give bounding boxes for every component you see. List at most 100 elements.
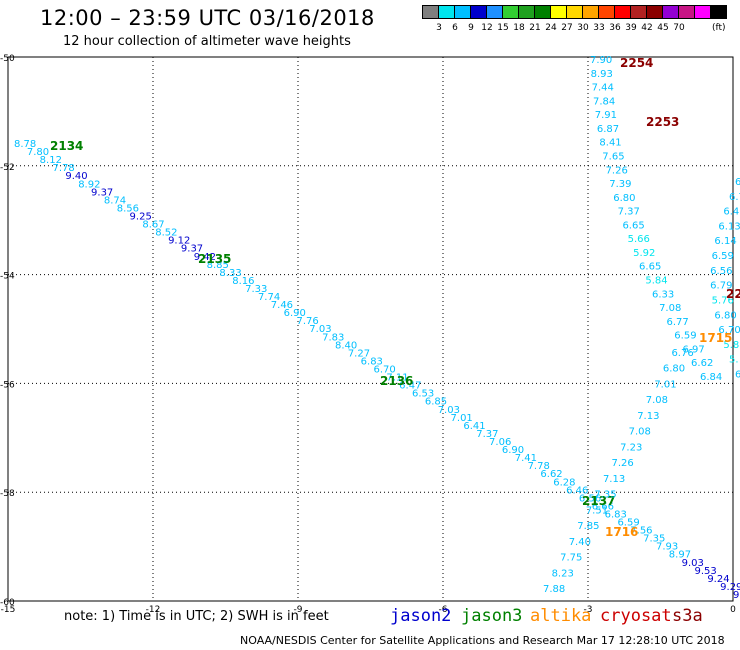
color-scale-label: 15 xyxy=(497,23,509,33)
lat-tick-label: -52 xyxy=(0,163,15,173)
wave-height-value: 6.65 xyxy=(622,220,644,231)
wave-height-value: 9.53 xyxy=(694,566,716,577)
color-scale-label: 27 xyxy=(561,23,573,33)
wave-height-value: 6.62 xyxy=(691,358,713,369)
wave-height-value: 7.03 xyxy=(309,324,331,335)
wave-height-value: 6.80 xyxy=(714,310,736,321)
wave-height-value: 6.56 xyxy=(579,493,601,504)
wave-height-value: 7.90 xyxy=(590,55,612,66)
wave-height-value: 8.97 xyxy=(669,550,691,561)
wave-height-value: 9.12 xyxy=(168,236,190,247)
satellite-legend-jason2: jason2 xyxy=(390,606,452,626)
wave-height-value: 7.13 xyxy=(603,474,625,485)
color-scale-label: 24 xyxy=(545,23,557,33)
wave-height-value: 6.80 xyxy=(663,364,685,375)
wave-height-value: 7.84 xyxy=(593,96,615,107)
wave-height-value: 6.90 xyxy=(502,445,524,456)
wave-height-value: 9.25 xyxy=(130,211,152,222)
lat-tick-label: -56 xyxy=(0,380,15,390)
wave-height-value: 6.46 xyxy=(723,207,740,218)
wave-height-value: 7.11 xyxy=(386,373,408,384)
map-frame xyxy=(7,56,734,602)
wave-height-value: 7.40 xyxy=(569,537,591,548)
wave-height-value: 7.08 xyxy=(629,427,651,438)
wave-height-value: 6.66 xyxy=(592,501,614,512)
lat-tick-label: -50 xyxy=(0,54,15,64)
lon-tick-label: -9 xyxy=(294,605,303,615)
wave-height-value: 5.66 xyxy=(628,234,650,245)
color-scale-label: 6 xyxy=(452,23,458,33)
wave-height-value: 6.79 xyxy=(710,281,732,292)
wave-height-value: 7.65 xyxy=(602,151,624,162)
wave-height-value: 9.24 xyxy=(707,574,729,585)
wave-height-value: 7.39 xyxy=(609,179,631,190)
wave-height-value: 8.33 xyxy=(219,268,241,279)
pass-time-label: 1715 xyxy=(699,331,732,345)
wave-height-value: 6.85 xyxy=(425,397,447,408)
wave-height-value: 6.33 xyxy=(652,289,674,300)
wave-height-value: 6.53 xyxy=(412,389,434,400)
wave-height-value: 9.37 xyxy=(181,244,203,255)
wave-height-value: 7.23 xyxy=(620,442,642,453)
lon-tick-label: -12 xyxy=(146,605,161,615)
wave-height-value: 6.84 xyxy=(700,372,722,383)
wave-height-value: 5.8 xyxy=(723,340,739,351)
pass-time-label: 22 xyxy=(726,287,740,301)
wave-height-value: 7.51 xyxy=(586,505,608,516)
wave-height-value: 7.08 xyxy=(659,303,681,314)
wave-height-value: 8.74 xyxy=(104,195,126,206)
wave-height-value: 6.14 xyxy=(714,236,736,247)
wave-height-value: 7.26 xyxy=(612,458,634,469)
color-scale-label: 12 xyxy=(481,23,493,33)
lon-tick-label: 0 xyxy=(730,605,736,615)
wave-height-value: 7.56 xyxy=(630,526,652,537)
color-scale-label: 21 xyxy=(529,23,541,33)
wave-height-value: 8.52 xyxy=(155,228,177,239)
wave-height-value: 7.01 xyxy=(451,413,473,424)
wave-height-value: 7.35 xyxy=(643,534,665,545)
wave-height-value: 7.91 xyxy=(595,110,617,121)
wave-height-value: 6.90 xyxy=(284,308,306,319)
wave-height-value: 7.27 xyxy=(348,348,370,359)
wave-height-value: 9.29 xyxy=(733,590,740,601)
wave-height-value: 8.56 xyxy=(117,203,139,214)
wave-height-value: 9.40 xyxy=(65,171,87,182)
pass-time-label: 1716 xyxy=(605,525,638,539)
color-scale-label: 70 xyxy=(673,23,685,33)
lon-tick-label: -15 xyxy=(1,605,16,615)
wave-height-value: 6. xyxy=(735,177,740,188)
wave-height-value: 7.78 xyxy=(528,461,550,472)
map-subtitle: 12 hour collection of altimeter wave hei… xyxy=(63,34,351,49)
color-scale-label: 36 xyxy=(609,23,621,33)
wave-height-value: 8.85 xyxy=(207,260,229,271)
wave-height-value: 6.7 xyxy=(729,192,740,203)
wave-height-value: 8.93 xyxy=(591,69,613,80)
wave-height-value: 8.78 xyxy=(14,139,36,150)
wave-height-value: 7.83 xyxy=(322,332,344,343)
map-title: 12:00 – 23:59 UTC 03/16/2018 xyxy=(40,6,375,30)
wave-height-value: 6.59 xyxy=(617,518,639,529)
wave-height-value: 5. xyxy=(729,355,739,366)
wave-height-value: 8.23 xyxy=(552,568,574,579)
wave-height-value: 6.47 xyxy=(399,381,421,392)
wave-height-value: 5.76 xyxy=(712,295,734,306)
wave-height-value: 6.83 xyxy=(605,509,627,520)
lon-tick-label: -6 xyxy=(439,605,448,615)
wave-height-value: 8.41 xyxy=(599,138,621,149)
wave-height-value: 6.59 xyxy=(712,251,734,262)
wave-height-value: 6.76 xyxy=(671,348,693,359)
color-scale-label: 30 xyxy=(577,23,589,33)
wave-height-value: 8.16 xyxy=(232,276,254,287)
wave-height-value: 9.42 xyxy=(194,252,216,263)
wave-height-value: 6.28 xyxy=(553,477,575,488)
wave-height-value: 9.37 xyxy=(91,187,113,198)
color-scale-label: 45 xyxy=(657,23,669,33)
satellite-legend-altika: altika xyxy=(530,606,592,626)
wave-height-value: 6.87 xyxy=(597,124,619,135)
wave-height-value: 7.26 xyxy=(606,165,628,176)
wave-height-value: 7.74 xyxy=(258,292,280,303)
wave-height-value: 7.06 xyxy=(489,437,511,448)
wave-height-value: 8.92 xyxy=(78,179,100,190)
wave-height-value: 9.03 xyxy=(682,558,704,569)
